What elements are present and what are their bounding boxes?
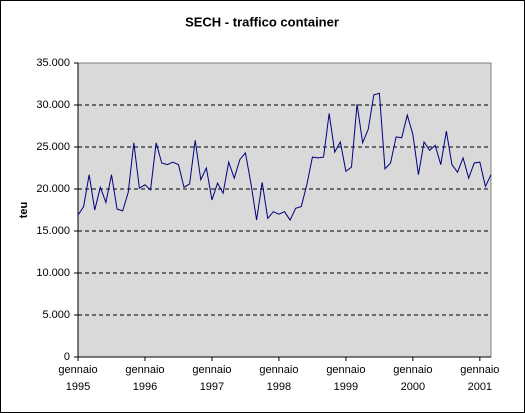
y-tick-label: 15.000 (36, 225, 70, 237)
x-tick-label: gennaio 1996 (125, 364, 165, 393)
y-tick-label: 5.000 (42, 309, 70, 321)
y-tick-label: 10.000 (36, 267, 70, 279)
x-tick-label: gennaio 1995 (58, 364, 98, 393)
y-tick-label: 35.000 (36, 57, 70, 69)
y-axis-label: teu (18, 202, 30, 219)
data-line (77, 92, 492, 222)
y-tick-label: 20.000 (36, 183, 70, 195)
x-tick-label: gennaio 1998 (259, 364, 299, 393)
chart-title: SECH - traffico container (185, 14, 339, 29)
y-tick-label: 30.000 (36, 99, 70, 111)
x-tick-label: gennaio 2001 (460, 364, 500, 393)
x-tick-label: gennaio 2000 (393, 364, 433, 393)
x-tick-label: gennaio 1999 (326, 364, 366, 393)
y-tick-label: 25.000 (36, 141, 70, 153)
plot-area (77, 62, 492, 358)
x-tick-label: gennaio 1997 (192, 364, 232, 393)
y-tick-label: 0 (64, 351, 70, 363)
